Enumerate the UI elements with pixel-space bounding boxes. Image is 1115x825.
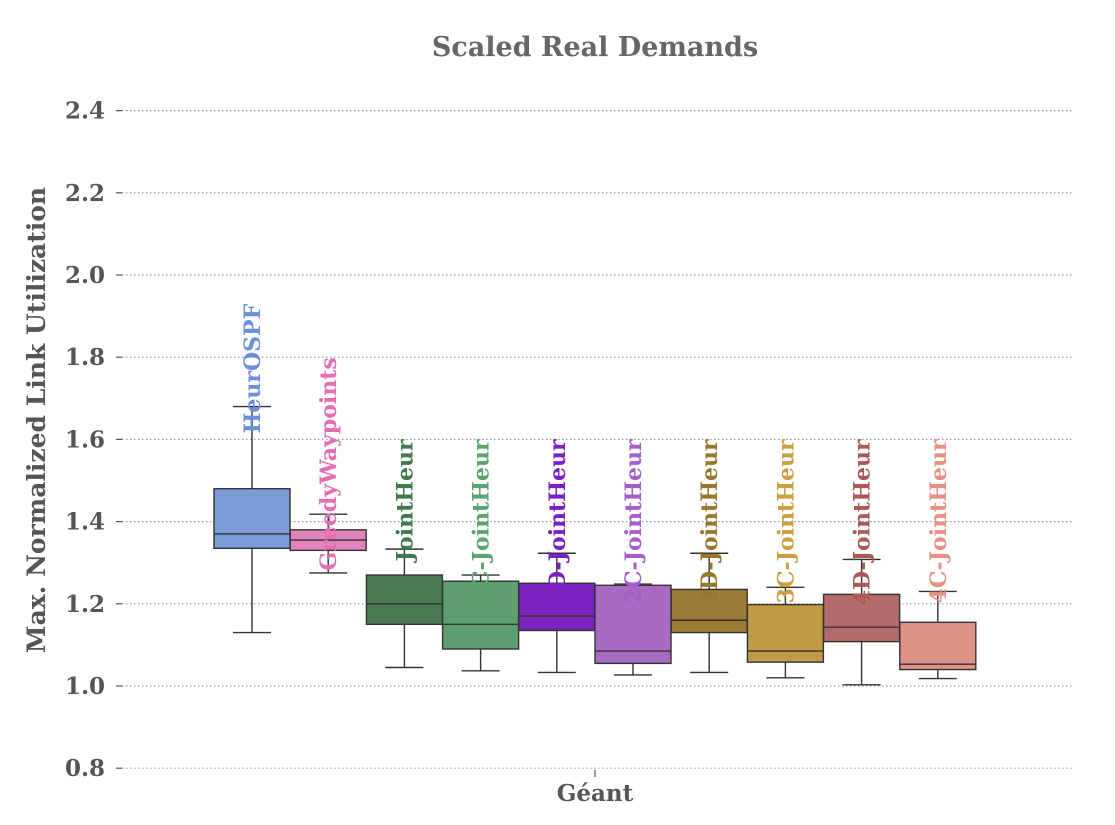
box-label-2D-JointHeur: 2D-JointHeur [545,439,571,605]
boxes [213,405,977,686]
box-4D-JointHeur [822,558,901,686]
box-JointHeur [365,548,444,669]
y-tick-label: 1.2 [65,591,105,618]
box-HeurOSPF [213,405,291,634]
box-4C-JointHeur [899,590,977,680]
box-label-1C-JointHeur: 1C-JointHeur [469,439,495,603]
box-GreedyWaypoints [289,513,367,574]
box-iqr [365,574,444,626]
box-label-3C-JointHeur: 3C-JointHeur [773,439,799,603]
box-label-2C-JointHeur: 2C-JointHeur [621,439,647,603]
y-tick-label: 0.8 [65,755,105,782]
y-tick-label: 1.6 [65,426,105,453]
y-tick-label: 1.0 [65,673,105,700]
box-1C-JointHeur [441,574,520,672]
box-3C-JointHeur [746,586,825,679]
box-iqr [822,593,901,643]
box-label-JointHeur: JointHeur [392,439,418,563]
y-tick-label: 2.0 [65,262,105,289]
box-2D-JointHeur [518,552,596,674]
box-iqr [441,580,520,650]
box-2C-JointHeur [594,583,672,676]
box-iqr [899,621,977,671]
box-label-3D-JointHeur: 3D-JointHeur [697,439,723,605]
box-label-4D-JointHeur: 4D-JointHeur [850,439,876,605]
box-iqr [746,603,825,663]
y-tick-label: 1.4 [65,509,105,536]
box-label-GreedyWaypoints: GreedyWaypoints [316,357,342,570]
chart-title: Scaled Real Demands [432,32,758,63]
x-tick-label: Géant [557,780,634,807]
box-labels: HeurOSPF GreedyWaypoints JointHeur 1C-Joint… [240,303,952,605]
box-iqr [518,582,596,632]
y-tick-label: 2.4 [65,98,105,125]
y-axis-ticks: 0.8 1.0 1.2 1.4 1.6 1.8 2.0 2.2 2.4 [65,98,122,782]
box-label-4C-JointHeur: 4C-JointHeur [926,439,952,603]
box-label-HeurOSPF: HeurOSPF [240,303,266,433]
y-axis-label: Max. Normalized Link Utilization [22,187,51,653]
y-tick-label: 2.2 [65,180,105,207]
y-tick-label: 1.8 [65,344,105,371]
box-iqr [213,488,291,550]
